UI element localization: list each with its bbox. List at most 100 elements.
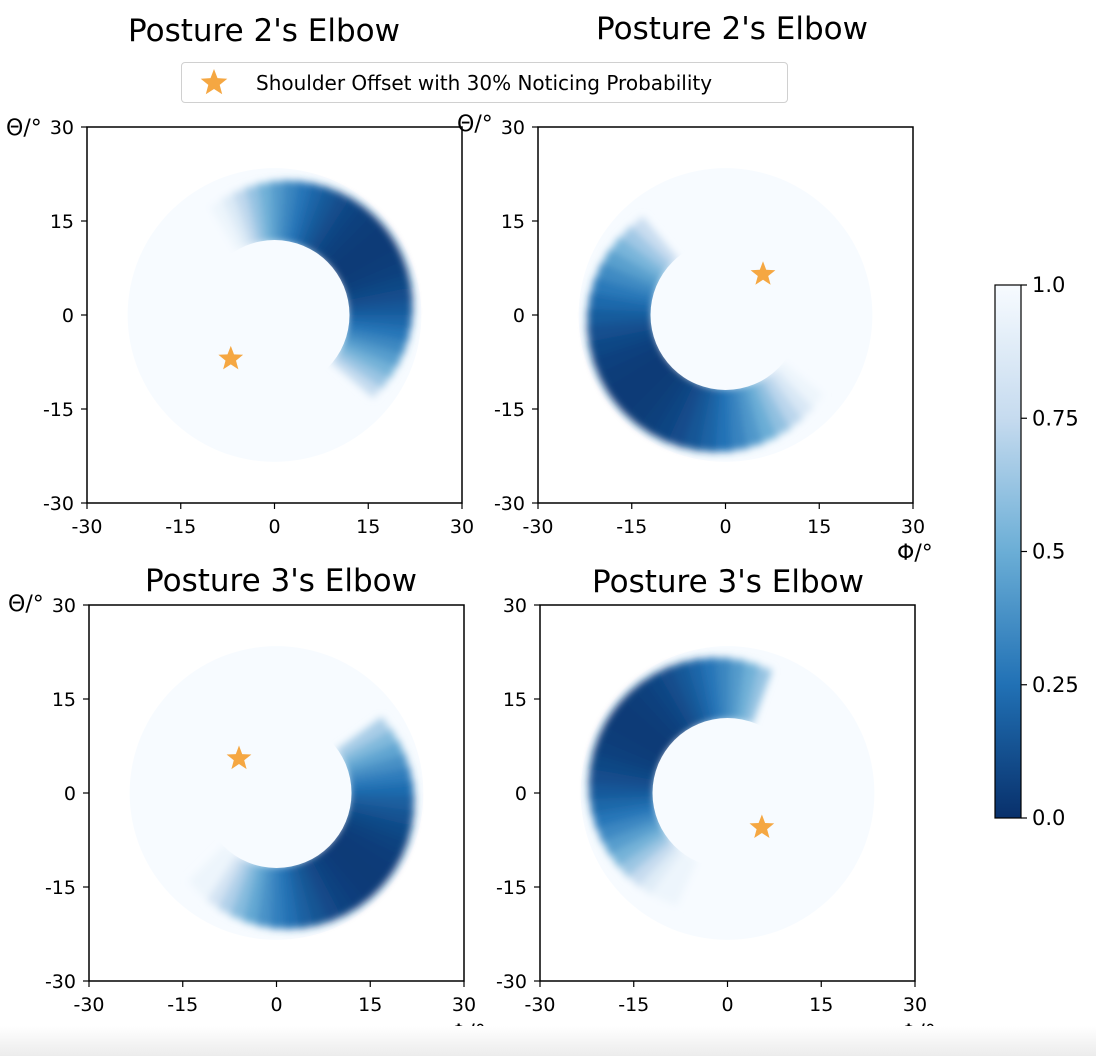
heatmap-cell (344, 328, 408, 355)
star-icon (200, 68, 228, 94)
heatmap-cell (306, 190, 351, 254)
heatmap-cell (334, 233, 399, 281)
heatmap-cell (188, 844, 232, 892)
y-tick-label: 0 (515, 783, 527, 805)
y-tick-label: -30 (43, 493, 74, 515)
subplot-4-low-region (588, 657, 773, 907)
heatmap-cell (625, 366, 682, 427)
heatmap-cell (743, 665, 773, 725)
heatmap-cell (288, 862, 316, 929)
colorbar-tick-label: 0.25 (1032, 673, 1079, 697)
heatmap-cell (243, 185, 266, 245)
heatmap-cell (588, 292, 654, 313)
heatmap-cell (334, 830, 398, 880)
heatmap-cell (602, 712, 668, 759)
colorbar-tick-label: 0.5 (1032, 540, 1065, 564)
heatmap-cell (323, 842, 380, 902)
heatmap-cell (592, 739, 661, 774)
star-marker (226, 745, 252, 770)
heatmap-cell (737, 384, 765, 448)
x-tick-label: 30 (901, 516, 925, 538)
window-bottom-edge (0, 1026, 1096, 1056)
subplot-3-star (226, 745, 252, 770)
heatmap-cell (609, 236, 667, 280)
heatmap-cell (230, 861, 260, 921)
x-tick-label: 15 (809, 994, 833, 1016)
heatmap-cell (317, 848, 369, 910)
x-tick-label: -15 (165, 516, 196, 538)
heatmap-cell (242, 863, 267, 925)
heatmap-cell (586, 320, 655, 344)
heatmap-cell (269, 181, 285, 243)
subplot-1-star (218, 345, 244, 370)
subplot-1-heatmap (127, 168, 422, 462)
heatmap-cell (347, 299, 413, 315)
heatmap-cell (595, 262, 659, 296)
subplot-2-title: Posture 2's Elbow (596, 11, 868, 47)
subplot-4-heatmap (580, 646, 875, 940)
subplot-1-title: Posture 2's Elbow (128, 13, 400, 49)
heatmap-cell (349, 780, 414, 797)
heatmap-cell (341, 335, 403, 367)
y-tick-label: 30 (501, 117, 525, 139)
subplot-1-low-region (209, 180, 414, 398)
heatmap-cell (597, 811, 660, 844)
heatmap-cell (330, 355, 383, 398)
colorbar-ticks: 0.0 0.25 0.5 0.75 1.0 (1021, 273, 1079, 830)
heatmap-cell (588, 768, 656, 790)
heatmap-cell (217, 858, 252, 916)
subplot-4-ticks: -30 -15 0 15 30 -30 -15 0 15 30 (496, 595, 927, 1016)
heatmap-cell (630, 216, 679, 266)
x-tick-label: -15 (618, 994, 649, 1016)
heatmap-cell (590, 796, 656, 816)
subplot-4-inner-hole (652, 718, 803, 868)
heatmap-cell (335, 716, 391, 758)
heatmap-cell (775, 361, 824, 408)
y-tick-label: 15 (503, 689, 527, 711)
star-marker (749, 814, 775, 838)
heatmap-cell (768, 367, 815, 418)
heatmap-cell (667, 381, 705, 449)
x-tick-label: 0 (270, 994, 282, 1016)
heatmap-cell (628, 839, 678, 888)
y-tick-label: -15 (45, 877, 76, 899)
heatmap-cell (231, 188, 259, 247)
legend-label: Shoulder Offset with 30% Noticing Probab… (256, 70, 713, 95)
subplot-3-ylabel: Θ/° (8, 592, 44, 617)
x-tick-label: 30 (452, 994, 476, 1016)
heatmap-cell (313, 196, 362, 258)
heatmap-cell (715, 387, 734, 452)
heatmap-cell (281, 864, 302, 930)
x-tick-label: 0 (721, 994, 733, 1016)
x-tick-label: 0 (268, 516, 280, 538)
subplot-2-xlabel: Φ/° (897, 541, 933, 566)
heatmap-cell (639, 845, 684, 896)
heatmap-cell (256, 865, 275, 928)
heatmap-cell (339, 727, 398, 765)
y-tick-label: -15 (43, 399, 74, 421)
heatmap-cell (303, 857, 344, 923)
heatmap-cell (256, 182, 273, 243)
heatmap-cell (196, 849, 238, 901)
heatmap-cell (631, 679, 685, 740)
heatmap-cell (597, 345, 664, 391)
subplot-2: Posture 2's Elbow -30 -15 0 15 30 -30 -15 0 15 30… (457, 11, 933, 566)
heatmap-cell (343, 739, 404, 772)
subplot-4-title: Posture 3's Elbow (592, 564, 864, 600)
heatmap-cell (745, 381, 779, 443)
heatmap-cell (592, 804, 658, 831)
heatmap-cell (589, 753, 658, 782)
heatmap-cell (610, 826, 668, 868)
y-tick-label: -30 (494, 493, 525, 515)
heatmap-cell (601, 249, 663, 288)
heatmap-cell (610, 699, 673, 752)
heatmap-cell (684, 658, 714, 724)
heatmap-cell (618, 833, 673, 879)
heatmap-cell (293, 182, 325, 248)
y-tick-label: 30 (52, 595, 76, 617)
heatmap-cell (345, 809, 413, 840)
subplot-4: Posture 3's Elbow -30 -15 0 15 30 -30 -15 0 15 30… (496, 564, 936, 1046)
heatmap-cell (605, 353, 669, 404)
heatmap-cell (620, 689, 679, 746)
